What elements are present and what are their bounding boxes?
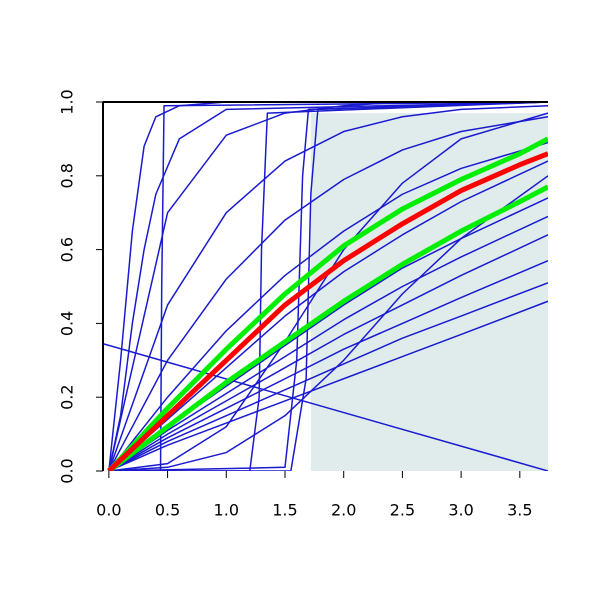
- curve: [108, 234, 548, 471]
- y-tick-label: 0.4: [58, 311, 77, 336]
- curve: [108, 175, 548, 471]
- curve: [108, 215, 548, 471]
- curve: [107, 136, 548, 471]
- x-tick-label: 0.5: [155, 501, 180, 520]
- curve: [108, 282, 548, 471]
- y-tick-label: 0.8: [58, 163, 77, 188]
- curve: [108, 102, 548, 471]
- x-tick-label: 3.0: [448, 501, 473, 520]
- plot-area: [103, 102, 548, 471]
- curve: [108, 259, 548, 471]
- y-tick-label: 0.2: [58, 384, 77, 409]
- x-tick-label: 0.0: [96, 501, 121, 520]
- x-tick-label: 2.5: [390, 501, 415, 520]
- curve: [107, 184, 548, 471]
- y-tick-label: 0.0: [58, 458, 77, 483]
- y-tick-label: 0.6: [58, 237, 77, 262]
- x-tick-label: 2.0: [331, 501, 356, 520]
- y-tick-label: 1.0: [58, 89, 77, 114]
- curve: [108, 300, 548, 471]
- x-tick-label: 1.5: [272, 501, 297, 520]
- curve: [108, 141, 548, 471]
- curve: [108, 102, 548, 471]
- curve: [107, 151, 548, 471]
- curve: [108, 160, 548, 471]
- x-tick-label: 1.0: [214, 501, 239, 520]
- curve: [108, 102, 548, 471]
- curve: [108, 116, 548, 471]
- curve: [108, 112, 548, 471]
- x-tick-label: 3.5: [507, 501, 532, 520]
- curve: [103, 342, 548, 471]
